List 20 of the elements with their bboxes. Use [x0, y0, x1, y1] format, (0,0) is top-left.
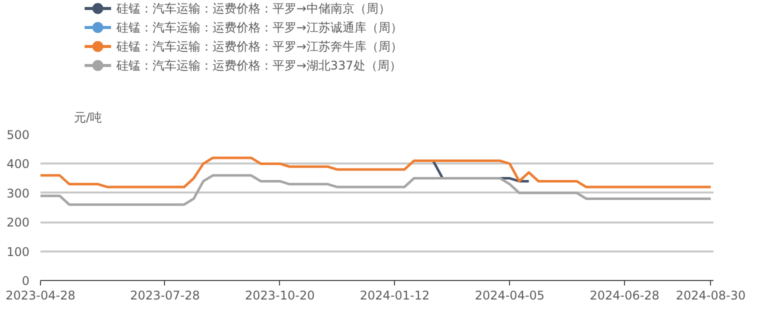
line-series	[40, 174, 712, 206]
y-tick-label: 200	[6, 216, 30, 230]
x-tick-label: 2023-04-28	[6, 288, 76, 302]
legend-label: 硅锰：汽车运输：运费价格：平罗→中储南京（周）	[115, 2, 390, 16]
legend-label: 硅锰：汽车运输：运费价格：平罗→江苏奔牛库（周）	[115, 40, 402, 54]
x-tick-label: 2024-06-28	[590, 288, 660, 302]
x-tick-label: 2024-01-12	[360, 288, 430, 302]
y-tick-label: 500	[6, 128, 30, 142]
y-tick-label: 400	[6, 157, 30, 172]
legend-label: 硅锰：汽车运输：运费价格：平罗→江苏诚通库（周）	[115, 20, 402, 34]
line-series	[40, 156, 712, 188]
x-tick-label: 2023-07-28	[130, 288, 200, 302]
x-tick-label: 2024-04-05	[474, 288, 545, 302]
legend-label: 硅锰：汽车运输：运费价格：平罗→湖北337处（周）	[115, 58, 402, 72]
x-tick-label: 2023-10-20	[245, 288, 315, 302]
y-tick-label: 100	[6, 244, 30, 259]
x-tick-label: 2024-08-30	[676, 288, 746, 302]
y-tick-label: 0	[22, 274, 30, 288]
y-tick-label: 300	[6, 186, 30, 200]
y-axis-title: 元/吨	[74, 110, 102, 124]
